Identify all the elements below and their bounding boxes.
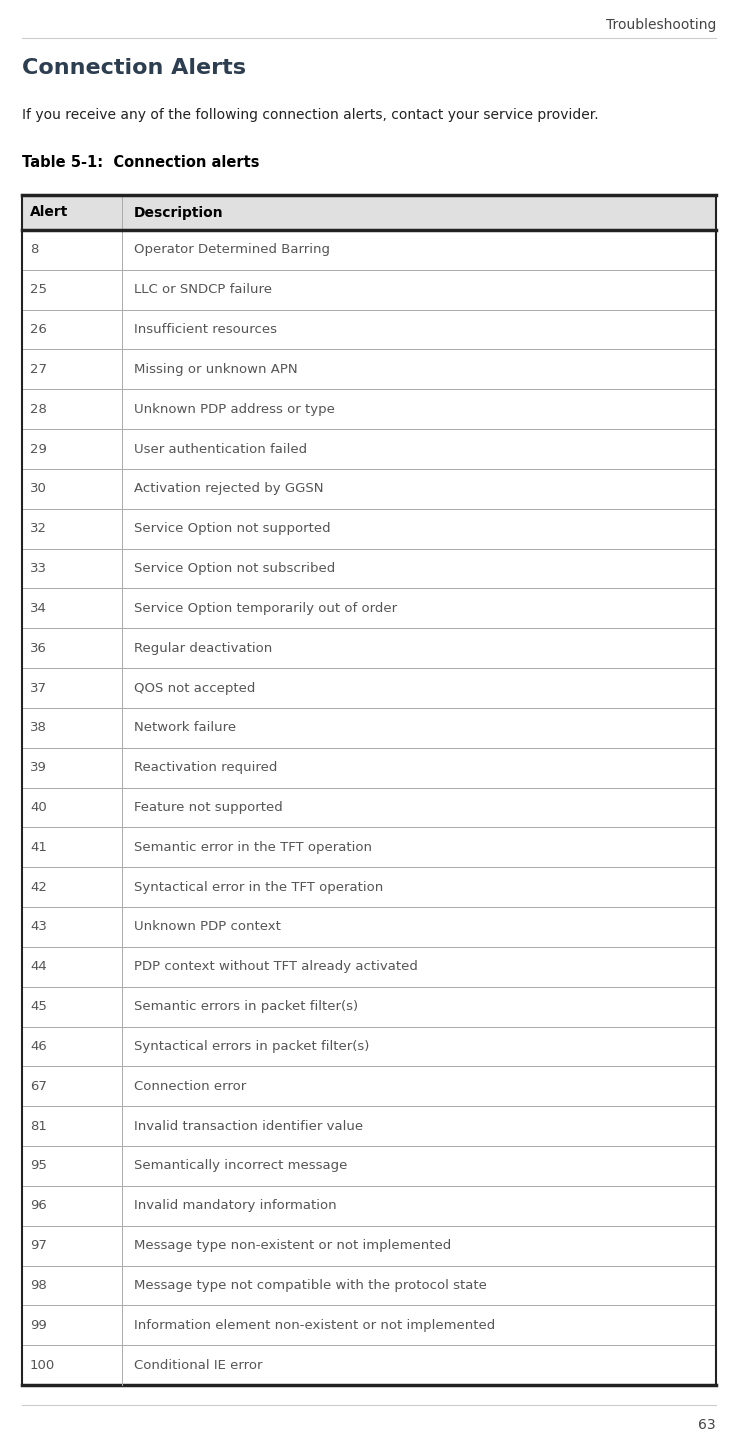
Text: 26: 26 <box>30 323 47 336</box>
Text: Syntactical error in the TFT operation: Syntactical error in the TFT operation <box>134 881 383 894</box>
Text: Operator Determined Barring: Operator Determined Barring <box>134 244 330 257</box>
Text: Feature not supported: Feature not supported <box>134 800 283 813</box>
Text: Service Option temporarily out of order: Service Option temporarily out of order <box>134 601 397 614</box>
Text: Regular deactivation: Regular deactivation <box>134 642 272 655</box>
Text: 33: 33 <box>30 562 47 575</box>
Text: 25: 25 <box>30 283 47 296</box>
Text: Table 5-1:  Connection alerts: Table 5-1: Connection alerts <box>22 154 259 170</box>
Text: Invalid transaction identifier value: Invalid transaction identifier value <box>134 1119 363 1132</box>
Text: 40: 40 <box>30 800 46 813</box>
Text: Reactivation required: Reactivation required <box>134 761 277 774</box>
Text: If you receive any of the following connection alerts, contact your service prov: If you receive any of the following conn… <box>22 108 598 123</box>
Text: 30: 30 <box>30 483 47 496</box>
Text: 95: 95 <box>30 1159 47 1172</box>
Text: 46: 46 <box>30 1040 46 1053</box>
Text: Information element non-existent or not implemented: Information element non-existent or not … <box>134 1319 495 1332</box>
Text: Invalid mandatory information: Invalid mandatory information <box>134 1200 336 1213</box>
Text: Troubleshooting: Troubleshooting <box>606 17 716 32</box>
Text: QOS not accepted: QOS not accepted <box>134 682 255 695</box>
Text: User authentication failed: User authentication failed <box>134 443 307 456</box>
Text: 32: 32 <box>30 522 47 535</box>
Text: 34: 34 <box>30 601 47 614</box>
Text: Service Option not supported: Service Option not supported <box>134 522 330 535</box>
Text: Message type not compatible with the protocol state: Message type not compatible with the pro… <box>134 1279 487 1292</box>
Text: Service Option not subscribed: Service Option not subscribed <box>134 562 336 575</box>
Text: Unknown PDP context: Unknown PDP context <box>134 920 281 933</box>
Text: 96: 96 <box>30 1200 46 1213</box>
Text: 39: 39 <box>30 761 47 774</box>
Text: 43: 43 <box>30 920 47 933</box>
Text: Semantically incorrect message: Semantically incorrect message <box>134 1159 348 1172</box>
Text: 37: 37 <box>30 682 47 695</box>
Text: 8: 8 <box>30 244 38 257</box>
Text: 81: 81 <box>30 1119 47 1132</box>
Text: Activation rejected by GGSN: Activation rejected by GGSN <box>134 483 324 496</box>
Text: 36: 36 <box>30 642 47 655</box>
Text: 27: 27 <box>30 363 47 376</box>
Text: Description: Description <box>134 206 224 219</box>
Text: Semantic errors in packet filter(s): Semantic errors in packet filter(s) <box>134 1001 358 1014</box>
Text: 41: 41 <box>30 841 47 854</box>
Text: 38: 38 <box>30 721 47 734</box>
Text: Alert: Alert <box>30 206 68 219</box>
Text: Connection error: Connection error <box>134 1080 246 1093</box>
Text: Connection Alerts: Connection Alerts <box>22 58 246 78</box>
Bar <box>22 195 716 231</box>
Text: 28: 28 <box>30 402 47 415</box>
Text: Syntactical errors in packet filter(s): Syntactical errors in packet filter(s) <box>134 1040 369 1053</box>
Text: 29: 29 <box>30 443 47 456</box>
Text: Unknown PDP address or type: Unknown PDP address or type <box>134 402 335 415</box>
Text: Missing or unknown APN: Missing or unknown APN <box>134 363 297 376</box>
Text: 100: 100 <box>30 1358 55 1371</box>
Text: Semantic error in the TFT operation: Semantic error in the TFT operation <box>134 841 372 854</box>
Text: LLC or SNDCP failure: LLC or SNDCP failure <box>134 283 272 296</box>
Text: 97: 97 <box>30 1239 47 1252</box>
Text: 42: 42 <box>30 881 47 894</box>
Text: Insufficient resources: Insufficient resources <box>134 323 277 336</box>
Text: Message type non-existent or not implemented: Message type non-existent or not impleme… <box>134 1239 451 1252</box>
Text: 67: 67 <box>30 1080 47 1093</box>
Text: Network failure: Network failure <box>134 721 236 734</box>
Text: Conditional IE error: Conditional IE error <box>134 1358 262 1371</box>
Text: PDP context without TFT already activated: PDP context without TFT already activate… <box>134 960 418 973</box>
Text: 45: 45 <box>30 1001 47 1014</box>
Text: 44: 44 <box>30 960 46 973</box>
Text: 63: 63 <box>698 1417 716 1432</box>
Text: 99: 99 <box>30 1319 46 1332</box>
Text: 98: 98 <box>30 1279 46 1292</box>
